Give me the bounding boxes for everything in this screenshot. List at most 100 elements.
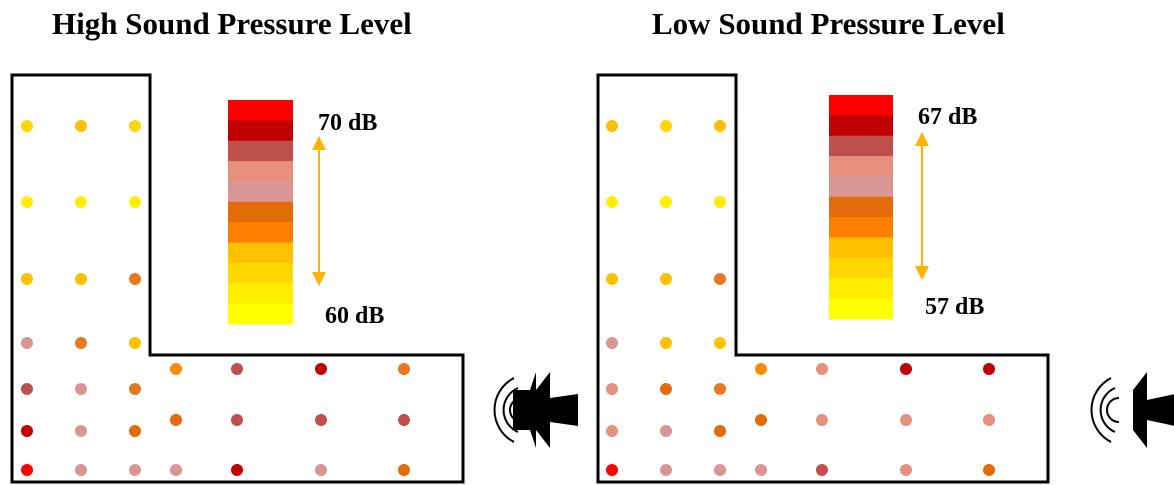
measurement-point (21, 383, 33, 395)
measurement-point (660, 196, 672, 208)
min-db-label-left: 60 dB (325, 303, 384, 329)
max-db-label-right: 67 dB (918, 104, 977, 130)
measurement-point (129, 273, 141, 285)
measurement-point (755, 414, 767, 426)
scale-swatch (228, 222, 293, 244)
scale-swatch (228, 100, 293, 121)
measurement-point (606, 196, 618, 208)
min-db-label-right: 57 dB (925, 294, 984, 320)
measurement-point (21, 196, 33, 208)
measurement-point (75, 383, 87, 395)
measurement-point (606, 273, 618, 285)
scale-swatch (829, 196, 893, 218)
speaker-icon (493, 372, 578, 448)
range-arrow-right (915, 132, 929, 280)
measurement-point (660, 273, 672, 285)
measurement-point (900, 414, 912, 426)
measurement-point (816, 363, 828, 375)
scale-swatch (228, 201, 293, 223)
measurement-point (983, 464, 995, 476)
panel-title-left: High Sound Pressure Level (52, 6, 412, 41)
measurement-point (714, 273, 726, 285)
color-scale-right (829, 95, 893, 320)
measurement-point (75, 425, 87, 437)
measurement-point (660, 464, 672, 476)
measurement-point (129, 120, 141, 132)
measurement-point (660, 120, 672, 132)
room-outline-right (596, 73, 1050, 484)
measurement-point (231, 414, 243, 426)
measurement-point (606, 383, 618, 395)
measurement-point (983, 414, 995, 426)
scale-swatch (829, 257, 893, 279)
measurement-point (129, 196, 141, 208)
measurement-point (755, 363, 767, 375)
measurement-point (315, 464, 327, 476)
scale-swatch (228, 283, 293, 305)
measurement-point (755, 464, 767, 476)
measurement-point (315, 414, 327, 426)
scale-swatch (228, 303, 293, 325)
measurement-point (129, 464, 141, 476)
measurement-point (75, 273, 87, 285)
max-db-label-left: 70 dB (318, 110, 377, 136)
measurement-point (21, 464, 33, 476)
panel-title-right: Low Sound Pressure Level (652, 6, 1005, 41)
measurement-point (816, 464, 828, 476)
measurement-point (75, 337, 87, 349)
scale-swatch (228, 242, 293, 264)
measurement-point (606, 464, 618, 476)
measurement-point (714, 383, 726, 395)
scale-swatch (829, 298, 893, 320)
room-outline-left (10, 73, 465, 484)
scale-swatch (228, 262, 293, 284)
scale-swatch (829, 217, 893, 239)
scale-swatch (829, 135, 893, 157)
measurement-point (660, 425, 672, 437)
measurement-point (660, 383, 672, 395)
measurement-point (398, 464, 410, 476)
measurement-point (129, 383, 141, 395)
measurement-point (315, 363, 327, 375)
measurement-points-left (21, 120, 410, 476)
measurement-point (398, 363, 410, 375)
measurement-point (606, 337, 618, 349)
measurement-point (75, 464, 87, 476)
measurement-point (75, 196, 87, 208)
scale-swatch (228, 161, 293, 182)
measurement-point (129, 425, 141, 437)
scale-swatch (829, 156, 893, 177)
measurement-points-right (606, 120, 995, 476)
measurement-point (900, 464, 912, 476)
scale-swatch (228, 140, 293, 162)
measurement-point (21, 120, 33, 132)
measurement-point (714, 120, 726, 132)
scale-swatch (829, 278, 893, 300)
measurement-point (900, 363, 912, 375)
scale-swatch (228, 181, 293, 203)
measurement-point (129, 337, 141, 349)
measurement-point (170, 363, 182, 375)
measurement-point (398, 414, 410, 426)
scale-swatch (829, 115, 893, 137)
measurement-point (714, 464, 726, 476)
color-scale-left (228, 100, 293, 325)
measurement-point (606, 425, 618, 437)
measurement-point (660, 337, 672, 349)
measurement-point (714, 425, 726, 437)
measurement-point (170, 464, 182, 476)
measurement-point (983, 363, 995, 375)
measurement-point (714, 337, 726, 349)
measurement-point (21, 337, 33, 349)
scale-swatch (829, 95, 893, 116)
measurement-point (21, 425, 33, 437)
measurement-point (75, 120, 87, 132)
range-arrow-left (312, 136, 326, 286)
measurement-point (231, 363, 243, 375)
measurement-point (21, 273, 33, 285)
speaker-icon (1090, 372, 1174, 448)
scale-swatch (829, 237, 893, 259)
measurement-point (170, 414, 182, 426)
scale-swatch (829, 176, 893, 198)
